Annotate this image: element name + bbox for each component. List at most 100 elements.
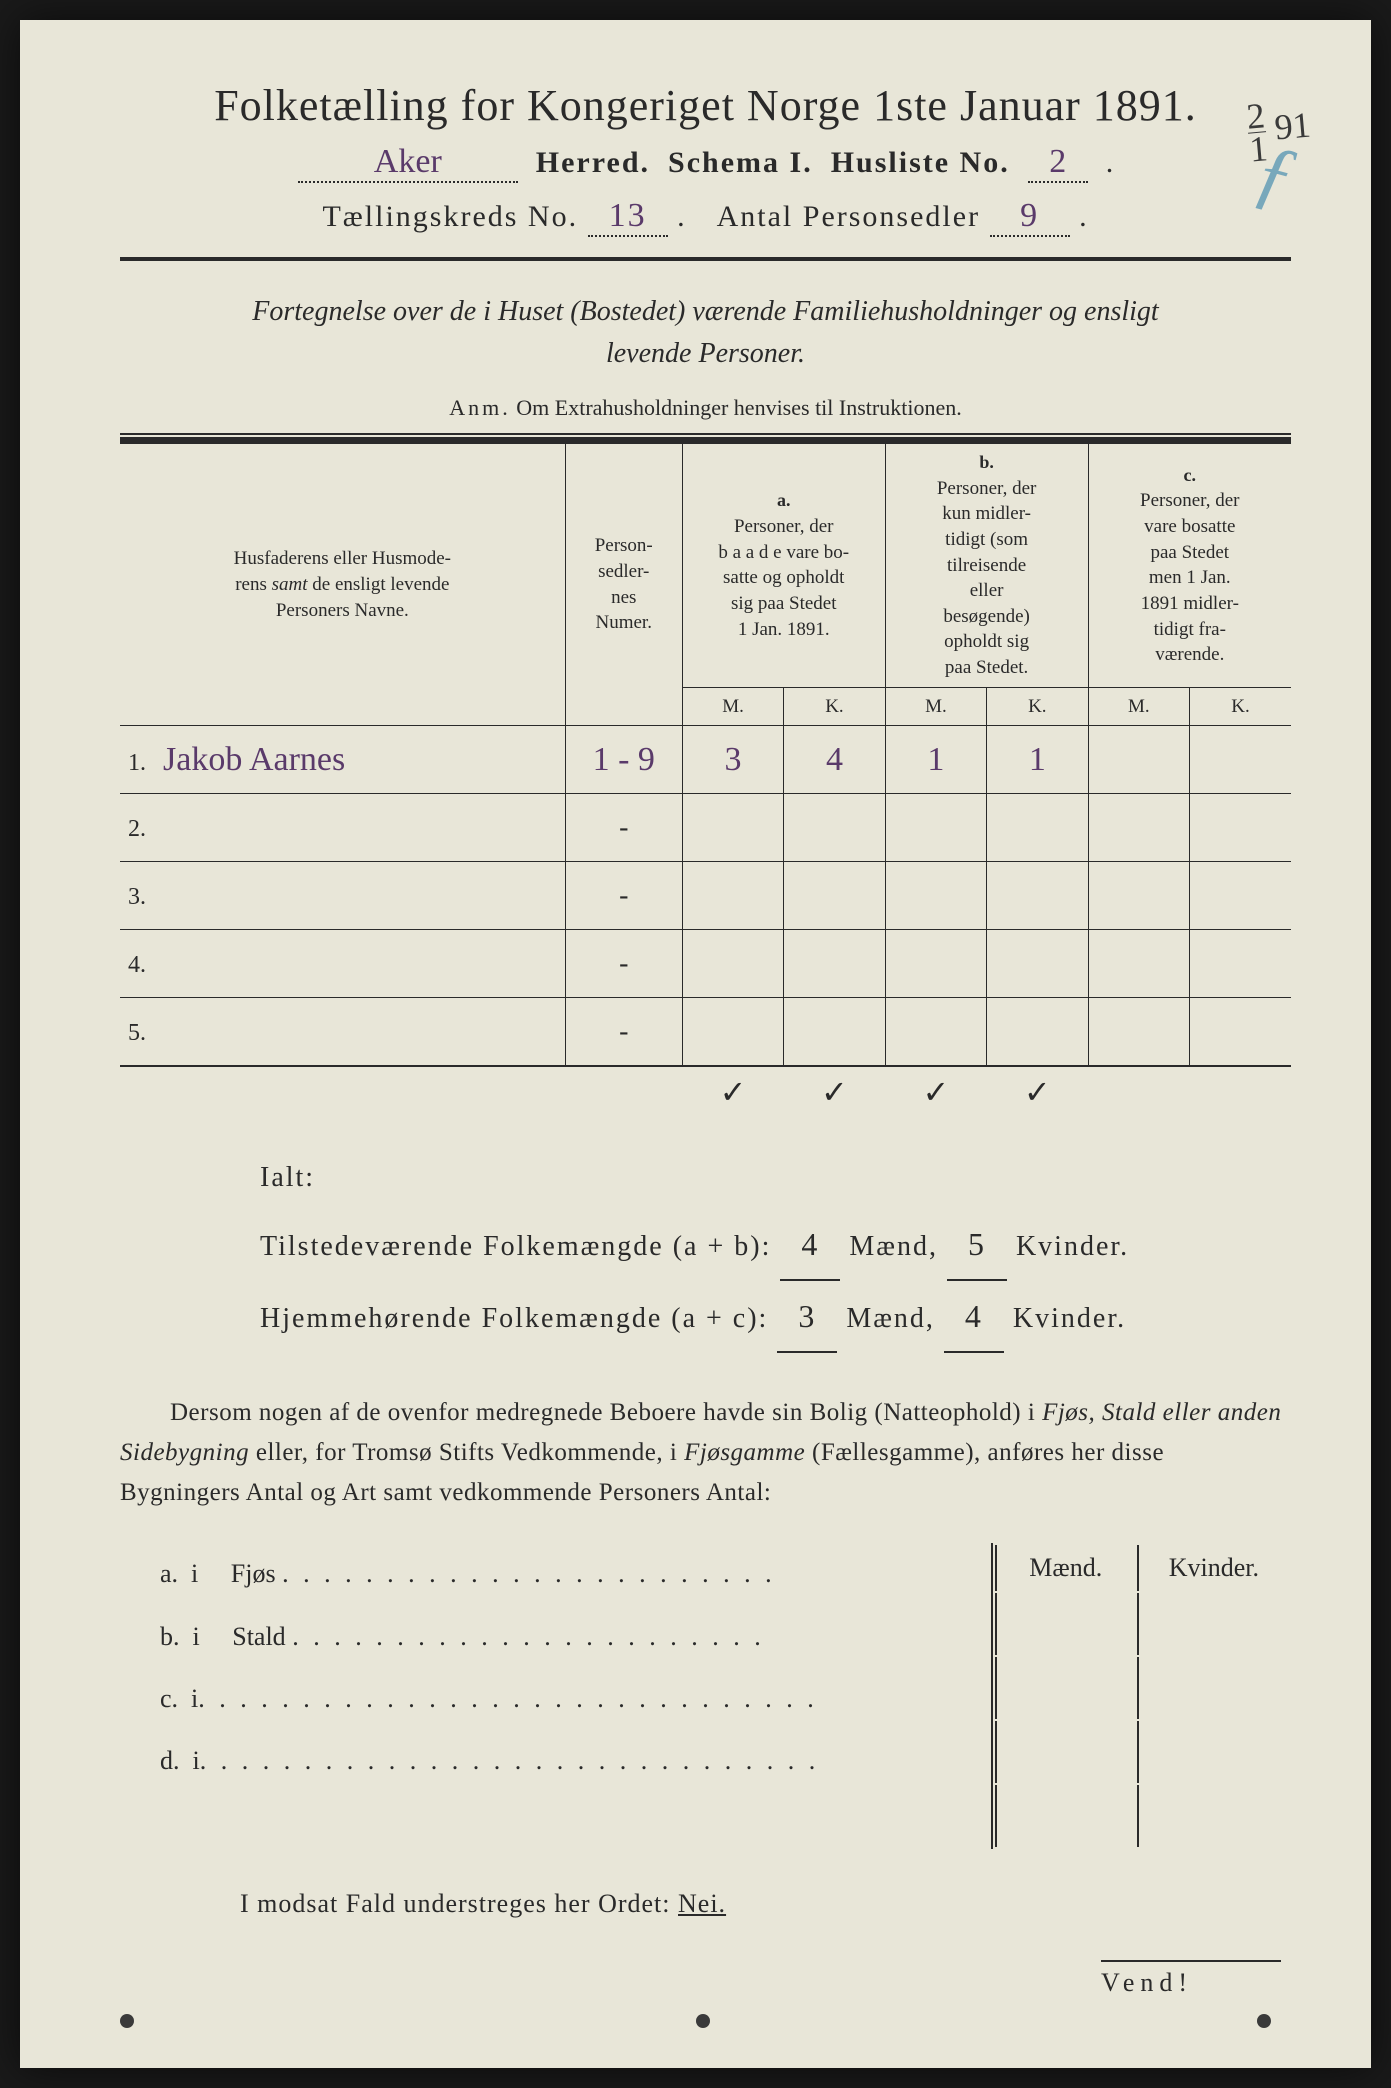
outbuilding-list: a. i Fjøs . . . . . . . . . . . . . . . …: [160, 1543, 991, 1849]
col-header-c: c. Personer, dervare bosattepaa Stedetme…: [1088, 444, 1291, 688]
check-mark: ✓: [720, 1074, 747, 1110]
herred-label: Herred.: [536, 146, 650, 180]
col-header-b: b. Personer, derkun midler-tidigt (somti…: [885, 444, 1088, 688]
subtitle-line2: levende Personer.: [606, 338, 805, 369]
col-b-k: K.: [987, 687, 1088, 726]
anm-text: Om Extrahusholdninger henvises til Instr…: [516, 395, 961, 420]
vend-text: Vend!: [1101, 1968, 1193, 1997]
ob-i: i: [191, 1559, 198, 1588]
census-table-body: 1. Jakob Aarnes 1 - 9 3 4 1 1 2. - 3. - …: [120, 726, 1291, 1117]
row-num: 2.: [128, 816, 156, 843]
kreds-value: 13: [609, 197, 647, 234]
kvinder-label: Kvinder.: [1013, 1303, 1126, 1334]
binding-hole: [1257, 2014, 1271, 2028]
row-name: Jakob Aarnes: [163, 741, 345, 778]
ob-label: Stald: [232, 1622, 285, 1651]
totals-line1-label: Tilstedeværende Folkemængde (a + b):: [260, 1231, 771, 1262]
husliste-label: Husliste No.: [831, 146, 1010, 180]
table-row: 2. -: [120, 794, 1291, 862]
ob-letter: b.: [160, 1622, 180, 1651]
row-sedler: -: [565, 862, 682, 930]
outbuilding-row: b. i Stald . . . . . . . . . . . . . . .…: [160, 1606, 991, 1668]
totals-line2-m: 3: [798, 1298, 816, 1334]
check-mark: ✓: [922, 1074, 949, 1110]
binding-hole: [696, 2014, 710, 2028]
outbuilding-row: c. i. . . . . . . . . . . . . . . . . . …: [160, 1668, 991, 1730]
totals-line2-label: Hjemmehørende Folkemængde (a + c):: [260, 1303, 768, 1334]
table-row: 3. -: [120, 862, 1291, 930]
row-a-m: 3: [725, 741, 742, 778]
ob-i: i: [193, 1622, 200, 1651]
col-c-k: K.: [1189, 687, 1291, 726]
ialt-label: Ialt:: [260, 1147, 1291, 1209]
divider-rule: [120, 257, 1291, 261]
final-line: I modsat Fald understreges her Ordet: Ne…: [240, 1889, 1291, 1919]
final-prefix: I modsat Fald understreges her Ordet:: [240, 1889, 671, 1918]
personsedler-value: 9: [1020, 197, 1039, 234]
ob-letter: a.: [160, 1559, 178, 1588]
col-a-letter: a.: [777, 490, 791, 510]
page-title: Folketælling for Kongeriget Norge 1ste J…: [120, 80, 1291, 131]
check-mark: ✓: [821, 1074, 848, 1110]
row-sedler: -: [565, 794, 682, 862]
outbuilding-row: a. i Fjøs . . . . . . . . . . . . . . . …: [160, 1543, 991, 1605]
table-top-rule: [120, 433, 1291, 443]
col-header-numer: Person-sedler-nesNumer.: [565, 444, 682, 726]
col-header-a: a. Personer, derb a a d e vare bo-satte …: [682, 444, 885, 688]
kreds-label: Tællingskreds No.: [322, 200, 578, 233]
row-b-m: 1: [927, 741, 944, 778]
census-form-page: 2 1 91 ƒ Folketælling for Kongeriget Nor…: [20, 20, 1371, 2068]
totals-line2-k: 4: [965, 1298, 983, 1334]
row-num: 1.: [128, 750, 156, 777]
row-num: 3.: [128, 884, 156, 911]
row-b-k: 1: [1029, 741, 1046, 778]
row-num: 5.: [128, 1020, 156, 1047]
outbuilding-block: a. i Fjøs . . . . . . . . . . . . . . . …: [160, 1543, 1291, 1849]
anm-label: Anm.: [449, 395, 511, 420]
row-num: 4.: [128, 952, 156, 979]
totals-section: Ialt: Tilstedeværende Folkemængde (a + b…: [260, 1147, 1291, 1353]
final-nei: Nei.: [678, 1889, 726, 1918]
col-c-m: M.: [1088, 687, 1189, 726]
checkmark-row: ✓ ✓ ✓ ✓: [120, 1066, 1291, 1117]
row-sedler: -: [565, 930, 682, 998]
col-c-letter: c.: [1184, 465, 1197, 485]
census-table: Husfaderens eller Husmode-rens samt de e…: [120, 443, 1291, 1117]
herred-value: Aker: [374, 143, 442, 180]
row-sedler: 1 - 9: [593, 741, 655, 778]
check-mark: ✓: [1024, 1074, 1051, 1110]
outbuilding-paragraph: Dersom nogen af de ovenfor medregnede Be…: [120, 1393, 1291, 1513]
vend-label: Vend!: [1101, 1960, 1281, 1998]
ob-letter: d.: [160, 1746, 180, 1775]
binding-hole: [120, 2014, 134, 2028]
table-row: 1. Jakob Aarnes 1 - 9 3 4 1 1: [120, 726, 1291, 794]
totals-line1-k: 5: [968, 1226, 986, 1262]
husliste-value: 2: [1049, 143, 1066, 180]
col-a-k: K.: [784, 687, 885, 726]
col-header-name: Husfaderens eller Husmode-rens samt de e…: [120, 444, 565, 726]
totals-line1-m: 4: [801, 1226, 819, 1262]
header-row-2: Tællingskreds No. 13 . Antal Personsedle…: [120, 197, 1291, 237]
row-a-k: 4: [826, 741, 843, 778]
mk-table: Mænd.Kvinder.: [991, 1543, 1291, 1849]
maend-label: Mænd,: [846, 1303, 935, 1334]
outbuilding-row: d. i. . . . . . . . . . . . . . . . . . …: [160, 1730, 991, 1792]
subtitle-line1: Fortegnelse over de i Huset (Bostedet) v…: [252, 296, 1158, 327]
mk-maend-header: Mænd.: [995, 1545, 1135, 1591]
subtitle: Fortegnelse over de i Huset (Bostedet) v…: [120, 291, 1291, 375]
ob-label: Fjøs: [231, 1559, 276, 1588]
mk-kvinder-header: Kvinder.: [1137, 1545, 1289, 1591]
anm-note: Anm. Om Extrahusholdninger henvises til …: [120, 395, 1291, 421]
col-b-m: M.: [885, 687, 986, 726]
maend-label: Mænd,: [849, 1231, 938, 1262]
header-row-1: Aker Herred. Schema I. Husliste No. 2 .: [120, 143, 1291, 183]
kvinder-label: Kvinder.: [1016, 1231, 1129, 1262]
schema-label: Schema I.: [668, 146, 813, 180]
personsedler-label: Antal Personsedler: [717, 200, 980, 233]
ob-letter: c.: [160, 1684, 178, 1713]
col-b-letter: b.: [979, 452, 994, 472]
col-a-m: M.: [682, 687, 783, 726]
row-sedler: -: [565, 998, 682, 1066]
ob-i: i: [193, 1746, 200, 1775]
table-row: 4. -: [120, 930, 1291, 998]
